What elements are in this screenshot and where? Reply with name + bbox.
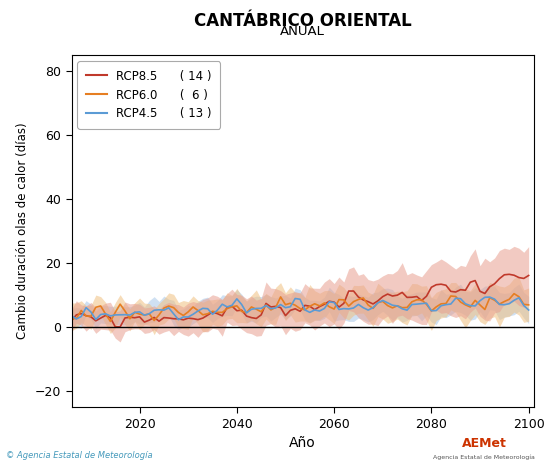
Text: CANTÁBRICO ORIENTAL: CANTÁBRICO ORIENTAL bbox=[194, 12, 411, 30]
Legend: RCP8.5      ( 14 ), RCP6.0      (  6 ), RCP4.5      ( 13 ): RCP8.5 ( 14 ), RCP6.0 ( 6 ), RCP4.5 ( 13… bbox=[78, 61, 220, 129]
Text: ANUAL: ANUAL bbox=[280, 25, 325, 38]
Y-axis label: Cambio duración olas de calor (días): Cambio duración olas de calor (días) bbox=[16, 123, 29, 339]
X-axis label: Año: Año bbox=[289, 436, 316, 450]
Text: Agencia Estatal de Meteorología: Agencia Estatal de Meteorología bbox=[433, 454, 535, 460]
Text: © Agencia Estatal de Meteorología: © Agencia Estatal de Meteorología bbox=[6, 451, 152, 460]
Text: AEMet: AEMet bbox=[461, 438, 507, 450]
